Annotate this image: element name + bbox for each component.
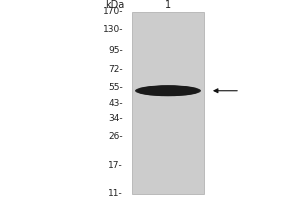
Bar	[132, 12, 204, 194]
Text: 34-: 34-	[108, 114, 123, 123]
Text: 11-: 11-	[108, 190, 123, 198]
Text: kDa: kDa	[105, 0, 124, 10]
Text: 95-: 95-	[108, 46, 123, 55]
Ellipse shape	[142, 86, 194, 95]
Ellipse shape	[150, 88, 186, 94]
Text: 26-: 26-	[108, 132, 123, 141]
Ellipse shape	[143, 87, 193, 95]
Text: 55-: 55-	[108, 83, 123, 92]
Ellipse shape	[137, 86, 199, 96]
Text: 17-: 17-	[108, 161, 123, 170]
Text: 130-: 130-	[103, 25, 123, 34]
Ellipse shape	[151, 88, 185, 94]
Ellipse shape	[147, 87, 190, 94]
Text: 72-: 72-	[108, 65, 123, 74]
Ellipse shape	[148, 87, 188, 94]
Ellipse shape	[149, 88, 187, 94]
Ellipse shape	[139, 86, 197, 96]
Ellipse shape	[146, 87, 190, 95]
Ellipse shape	[144, 87, 192, 95]
Text: 1: 1	[165, 0, 171, 10]
Ellipse shape	[140, 86, 196, 95]
Text: 170-: 170-	[103, 7, 123, 17]
Text: 43-: 43-	[108, 99, 123, 108]
Ellipse shape	[135, 85, 201, 96]
Ellipse shape	[136, 85, 200, 96]
Ellipse shape	[141, 86, 195, 95]
